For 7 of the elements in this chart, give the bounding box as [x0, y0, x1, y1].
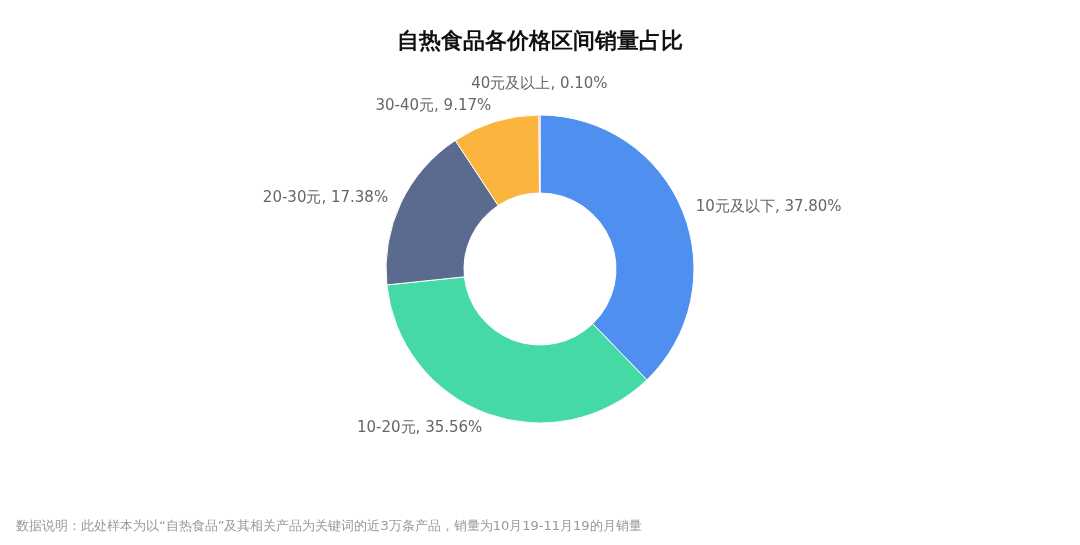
- text: 数据说明：此处样本为以“自热食品”及其相关产品为关键词的近3万条产品，销量为10月19-11月19的月销量: [16, 518, 642, 533]
- slice-label: 10元及以下, 37.80%: [695, 197, 842, 216]
- slice-label: 30-40元, 9.17%: [375, 96, 492, 115]
- slice-label: 40元及以上, 0.10%: [471, 74, 608, 92]
- slice-label: 10-20元, 35.56%: [357, 417, 483, 436]
- slice-label: 20-30元, 17.38%: [262, 188, 389, 207]
- chart-title: 自热食品各价格区间销量占比: [397, 28, 683, 53]
